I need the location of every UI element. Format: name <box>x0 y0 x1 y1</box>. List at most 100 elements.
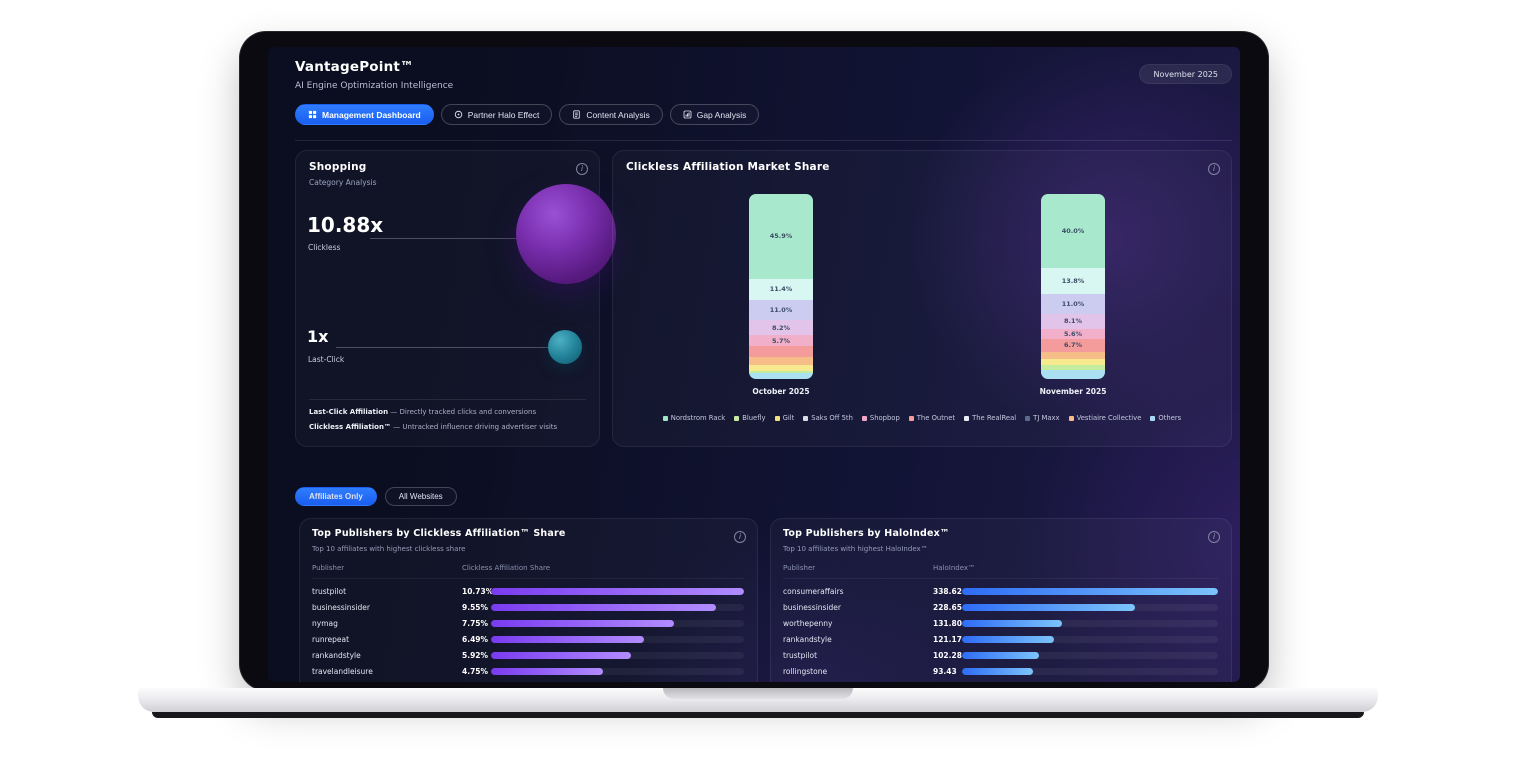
info-icon[interactable]: i <box>576 163 588 175</box>
publisher-value: 102.28 <box>933 650 962 660</box>
bar-segment: 11.0% <box>749 299 813 321</box>
bar-fill <box>491 603 717 611</box>
table-header: Publisher Clickless Affiliation Share <box>312 564 744 579</box>
publisher-value: 9.55% <box>462 602 489 612</box>
info-icon[interactable]: i <box>1208 531 1220 543</box>
bar-fill <box>491 619 674 627</box>
tab[interactable]: Content Analysis <box>559 104 663 125</box>
bar-segment <box>1041 364 1105 371</box>
bar-track <box>962 635 1218 643</box>
publisher-value: 10.73% <box>462 586 494 596</box>
tab[interactable]: Partner Halo Effect <box>440 104 553 125</box>
table-subtitle: Top 10 affiliates with highest HaloIndex… <box>783 545 928 553</box>
bar-track <box>491 651 744 659</box>
bar-segment <box>749 346 813 358</box>
info-icon[interactable]: i <box>734 531 746 543</box>
bar-fill <box>491 667 604 675</box>
legend-item: Bluefly <box>734 414 766 422</box>
footnote-term: Clickless Affiliation™ <box>309 423 391 431</box>
laptop-base <box>138 688 1378 712</box>
bar-fill <box>962 635 1054 643</box>
legend-item: The Outnet <box>908 414 956 422</box>
bar-fill <box>491 651 631 659</box>
legend-swatch <box>861 415 867 421</box>
bar-segment: 40.0% <box>1041 194 1105 268</box>
stacked-bar: 45.9% 11.4% 11.0% 8.2% 5.7% <box>749 194 813 379</box>
publisher-value: 5.92% <box>462 650 489 660</box>
card-title: Shopping <box>309 161 367 173</box>
bar-track <box>962 619 1218 627</box>
legend-swatch <box>964 415 970 421</box>
stacked-bar-november: 40.0% 13.8% 11.0% 8.1% 5.6% 6.7% November 2025 <box>1040 194 1106 396</box>
bar-segment: 13.8% <box>1041 268 1105 294</box>
filter-pill[interactable]: All Websites <box>384 487 457 506</box>
bar-segment <box>1041 370 1105 379</box>
bar-fill <box>962 651 1040 659</box>
connector-line <box>370 238 516 239</box>
date-badge[interactable]: November 2025 <box>1139 64 1232 84</box>
app-subtitle: AI Engine Optimization Intelligence <box>295 81 454 91</box>
bar-segment: 5.6% <box>1041 328 1105 340</box>
lastclick-label: Last-Click <box>308 355 345 364</box>
info-icon[interactable]: i <box>1208 163 1220 175</box>
lastclick-bubble <box>548 330 582 364</box>
bar-track <box>491 603 744 611</box>
tab-label: Gap Analysis <box>696 109 747 120</box>
lastclick-multiplier-value: 1x <box>307 327 329 346</box>
legend-swatch <box>662 415 668 421</box>
category-analysis-card: Shopping Category Analysis i 10.88x Clic… <box>295 150 616 447</box>
publisher-name: consumeraffairs <box>783 586 844 596</box>
footnote-desc: — Untracked influence driving advertiser… <box>390 423 558 431</box>
laptop-notch <box>663 688 853 699</box>
chart-square-icon <box>683 110 692 119</box>
legend-swatch <box>734 415 740 421</box>
tab[interactable]: Management Dashboard <box>295 104 434 125</box>
bar-fill <box>962 619 1062 627</box>
column-publisher: Publisher <box>783 564 816 572</box>
grid-icon <box>308 110 317 119</box>
bar-segment <box>1041 351 1105 359</box>
connector-line <box>336 347 548 348</box>
publisher-name: rankandstyle <box>312 650 361 660</box>
tab-label: Management Dashboard <box>322 109 421 120</box>
bar-segment: 45.9% <box>749 194 813 279</box>
table-title: Top Publishers by HaloIndex™ <box>783 528 950 539</box>
bar-segment: 8.2% <box>749 320 813 336</box>
publisher-name: nymag <box>312 618 338 628</box>
publisher-name: runrepeat <box>312 634 350 644</box>
table-header: Publisher HaloIndex™ <box>783 564 1218 579</box>
dashboard-screen: VantagePoint™ AI Engine Optimization Int… <box>268 47 1240 682</box>
legend-swatch <box>908 415 914 421</box>
publisher-name: businessinsider <box>312 602 370 612</box>
publisher-value: 6.49% <box>462 634 489 644</box>
filter-pill[interactable]: Affiliates Only <box>295 487 377 506</box>
bar-segment: 11.0% <box>1041 293 1105 314</box>
table-row: worthepenny 131.80 <box>783 615 1218 631</box>
bar-fill <box>962 603 1135 611</box>
clickless-publishers-card: Top Publishers by Clickless Affiliation™… <box>299 518 758 682</box>
table-row: rankandstyle 121.17 <box>783 631 1218 647</box>
table-title: Top Publishers by Clickless Affiliation™… <box>312 528 566 539</box>
publisher-value: 93.43 <box>933 666 957 676</box>
publisher-value: 4.75% <box>462 666 489 676</box>
tab[interactable]: Gap Analysis <box>669 104 760 125</box>
bar-fill <box>491 587 744 595</box>
bar-track <box>491 619 744 627</box>
legend-label: Vestiaire Collective <box>1076 414 1142 422</box>
bar-fill <box>962 667 1033 675</box>
publisher-value: 228.65 <box>933 602 962 612</box>
market-share-card: Clickless Affiliation Market Share i 45.… <box>612 150 1232 447</box>
publisher-name: worthepenny <box>783 618 833 628</box>
haloindex-publishers-card: Top Publishers by HaloIndex™ Top 10 affi… <box>770 518 1232 682</box>
legend-swatch <box>1068 415 1074 421</box>
laptop-bezel: VantagePoint™ AI Engine Optimization Int… <box>240 32 1268 690</box>
table-subtitle: Top 10 affiliates with highest clickless… <box>312 545 466 553</box>
bar-segment: 5.7% <box>749 335 813 347</box>
legend-label: Others <box>1158 414 1182 422</box>
legend-label: Saks Off 5th <box>811 414 853 422</box>
publisher-value: 338.62 <box>933 586 962 596</box>
legend-item: Vestiaire Collective <box>1068 414 1142 422</box>
legend-label: The Outnet <box>916 414 956 422</box>
filter-pill-label: All Websites <box>398 492 443 501</box>
table-rows: consumeraffairs 338.62 businessinsider 2… <box>783 583 1218 679</box>
